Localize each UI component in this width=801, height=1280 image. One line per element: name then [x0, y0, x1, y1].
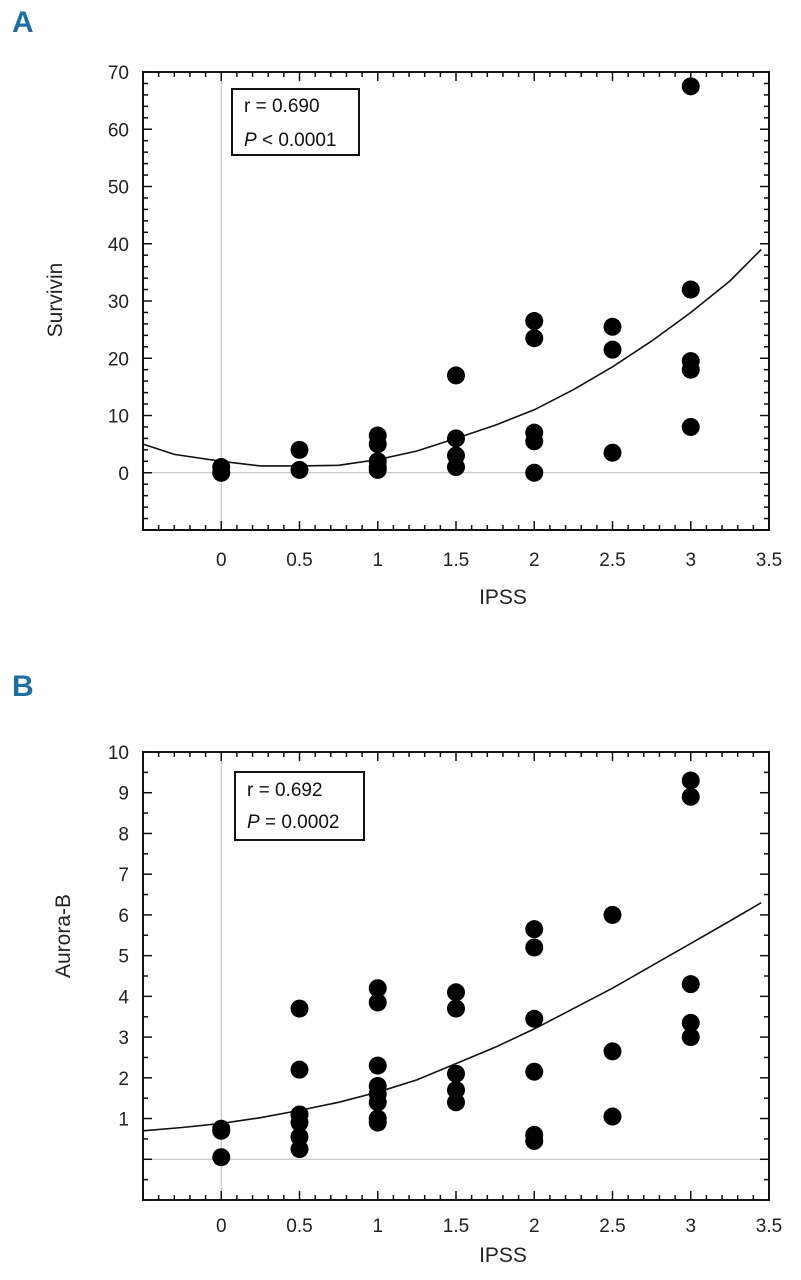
chart2-data-point [525, 938, 544, 957]
chart2-data-point [525, 920, 544, 939]
chart1-x-tick-label: 0 [216, 550, 227, 571]
chart2-data-point [212, 1121, 231, 1140]
chart2-data-point [603, 1107, 622, 1126]
chart1-data-point [603, 443, 622, 462]
chart2-y-tick-label: 2 [118, 1069, 129, 1090]
chart1-data-point [681, 280, 700, 299]
chart2-data-point [681, 1013, 700, 1032]
chart2-x-tick-label: 2 [529, 1216, 540, 1237]
chart2-data-point [447, 1093, 465, 1112]
chart1-x-tick-label: 1.5 [443, 550, 469, 571]
chart2-y-tick-label: 8 [118, 824, 129, 845]
chart2-y-tick-label: 3 [118, 1028, 129, 1049]
chart1-y-tick-label: 10 [108, 407, 129, 428]
chart2-x-tick-label: 0 [216, 1216, 227, 1237]
chart1-y-axis-title: Survivin [44, 263, 67, 338]
chart2-y-tick-label: 6 [118, 906, 129, 927]
chart1-y-tick-label: 70 [108, 63, 129, 84]
chart2-data-point [603, 1042, 622, 1061]
chart1-data-point [525, 329, 544, 348]
chart2-data-point [368, 1056, 387, 1075]
chart1-data-point [681, 77, 700, 96]
chart2-x-tick-label: 1.5 [443, 1216, 469, 1237]
chart1-y-tick-label: 40 [108, 235, 129, 256]
chart2-data-point [681, 1028, 700, 1047]
chart1-y-tick-label: 0 [118, 464, 129, 485]
chart2-y-tick-label: 1 [118, 1110, 129, 1131]
chart1-x-tick-label: 2.5 [599, 550, 625, 571]
chart1-data-point [290, 460, 309, 479]
chart1-y-tick-label: 30 [108, 292, 129, 313]
chart1-data-point [447, 366, 465, 385]
chart2-x-tick-label: 0.5 [286, 1216, 312, 1237]
chart2-stat-r-value: r = 0.692 [247, 780, 323, 801]
chart2-data-point [447, 983, 465, 1002]
chart1-data-point [681, 360, 700, 379]
chart1-data-point [368, 460, 387, 479]
chart2-data-point [525, 1131, 544, 1150]
chart1-x-tick-label: 1 [372, 550, 383, 571]
chart2-data-point [368, 1093, 387, 1112]
chart2-y-tick-label: 5 [118, 947, 129, 968]
chart2-data-point [290, 999, 309, 1018]
chart2-data-point [525, 1062, 544, 1081]
chart1-data-point [603, 317, 622, 336]
chart1-data-point [525, 463, 544, 482]
chart1-data-point [212, 463, 231, 482]
chart2-data-point [681, 787, 700, 806]
chart1-data-point [368, 435, 387, 454]
chart2-data-point [447, 1064, 465, 1083]
chart1-stat-p-symbol: P [244, 130, 257, 151]
chart2-data-point [681, 771, 700, 790]
chart1-data-point [681, 417, 700, 436]
chart2-data-point [603, 905, 622, 924]
chart1-data-point [525, 432, 544, 451]
chart1-y-tick-label: 50 [108, 178, 129, 199]
chart2-x-tick-label: 2.5 [599, 1216, 625, 1237]
chart1-data-point [290, 440, 309, 459]
chart2-stats-box [234, 771, 365, 841]
chart2-data-point [368, 993, 387, 1012]
chart2-data-point [290, 1113, 309, 1132]
chart1-x-tick-label: 3.5 [756, 550, 782, 571]
chart1-data-point [603, 340, 622, 359]
chart2-data-point [681, 975, 700, 994]
chart2-stat-p-rest: = 0.0002 [260, 812, 340, 833]
chart2-x-tick-label: 3.5 [756, 1216, 782, 1237]
chart1-x-tick-label: 0.5 [286, 550, 312, 571]
chart2-stat-p-symbol: P [247, 812, 260, 833]
panel-label-a: A [12, 6, 34, 39]
chart2-data-point [447, 999, 465, 1018]
chart2-x-tick-label: 1 [372, 1216, 383, 1237]
chart1-y-tick-label: 60 [108, 120, 129, 141]
chart2-data-point [368, 979, 387, 998]
chart2-data-point [368, 1113, 387, 1132]
chart2-data-point [290, 1060, 309, 1079]
chart1-x-axis-title: IPSS [479, 586, 527, 609]
chart1-y-tick-label: 20 [108, 349, 129, 370]
chart2-data-point [212, 1148, 231, 1167]
chart1-x-tick-label: 2 [529, 550, 540, 571]
chart1-data-point [447, 429, 465, 448]
chart1-stat-p-value: P < 0.0001 [244, 130, 336, 151]
chart2-data-point [290, 1140, 309, 1159]
chart2-y-tick-label: 7 [118, 865, 129, 886]
chart1-stat-p-rest: < 0.0001 [257, 130, 337, 151]
chart1-data-point [447, 458, 465, 477]
chart1-data-point [525, 312, 544, 331]
chart1-stats-box [231, 88, 360, 156]
chart2-y-tick-label: 9 [118, 784, 129, 805]
chart2-fit-curve [142, 902, 762, 1132]
chart2-y-tick-label: 4 [118, 987, 129, 1008]
chart2-y-axis-title: Aurora-B [52, 894, 75, 978]
chart1-stat-r-value: r = 0.690 [244, 96, 320, 117]
chart2-y-tick-label: 10 [108, 743, 129, 764]
chart2-data-point [525, 1009, 544, 1028]
chart1-x-tick-label: 3 [685, 550, 696, 571]
chart2-x-axis-title: IPSS [479, 1244, 527, 1267]
panel-label-b: B [12, 670, 34, 703]
chart2-stat-p-value: P = 0.0002 [247, 812, 339, 833]
chart2-x-tick-label: 3 [685, 1216, 696, 1237]
